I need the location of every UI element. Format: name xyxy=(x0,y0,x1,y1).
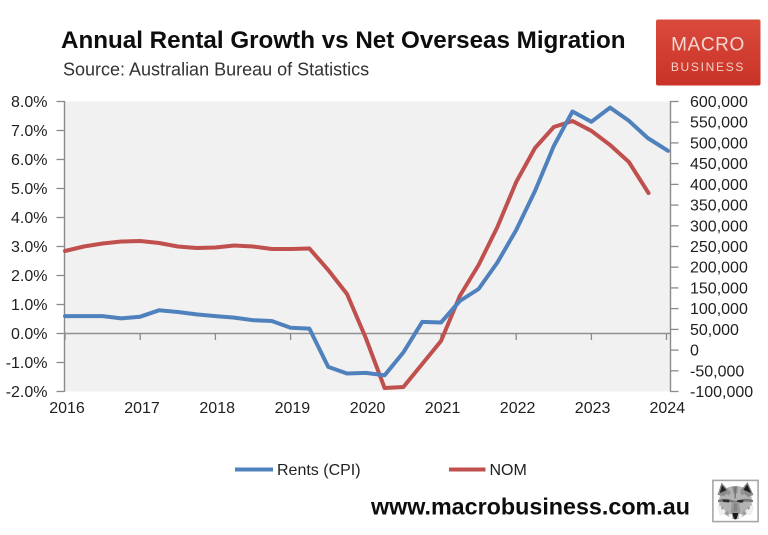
svg-text:-50,000: -50,000 xyxy=(690,363,744,380)
svg-text:1.0%: 1.0% xyxy=(11,297,47,314)
svg-text:100,000: 100,000 xyxy=(690,301,748,318)
svg-text:0: 0 xyxy=(690,343,699,360)
svg-text:5.0%: 5.0% xyxy=(11,181,47,198)
svg-text:400,000: 400,000 xyxy=(690,177,748,194)
svg-text:2018: 2018 xyxy=(199,400,235,417)
svg-text:2020: 2020 xyxy=(350,400,386,417)
svg-text:50,000: 50,000 xyxy=(690,322,739,339)
svg-text:-100,000: -100,000 xyxy=(690,384,753,401)
svg-text:NOM: NOM xyxy=(490,462,527,479)
svg-text:2024: 2024 xyxy=(650,400,686,417)
svg-text:150,000: 150,000 xyxy=(690,280,748,297)
svg-text:2022: 2022 xyxy=(500,400,536,417)
svg-text:3.0%: 3.0% xyxy=(11,239,47,256)
svg-text:500,000: 500,000 xyxy=(690,135,748,152)
svg-text:450,000: 450,000 xyxy=(690,156,748,173)
svg-text:4.0%: 4.0% xyxy=(11,210,47,227)
svg-text:7.0%: 7.0% xyxy=(11,123,47,140)
svg-text:Annual Rental Growth vs Net Ov: Annual Rental Growth vs Net Overseas Mig… xyxy=(61,27,626,54)
svg-text:2016: 2016 xyxy=(49,400,85,417)
svg-text:2.0%: 2.0% xyxy=(11,268,47,285)
svg-text:550,000: 550,000 xyxy=(690,115,748,132)
svg-text:0.0%: 0.0% xyxy=(11,326,47,343)
svg-text:Rents (CPI): Rents (CPI) xyxy=(277,462,361,479)
svg-text:BUSINESS: BUSINESS xyxy=(671,60,745,74)
svg-text:Source: Australian Bureau of S: Source: Australian Bureau of Statistics xyxy=(63,60,369,80)
svg-text:200,000: 200,000 xyxy=(690,260,748,277)
svg-text:-1.0%: -1.0% xyxy=(6,355,48,372)
svg-text:-2.0%: -2.0% xyxy=(6,384,48,401)
svg-text:600,000: 600,000 xyxy=(690,94,748,111)
svg-text:300,000: 300,000 xyxy=(690,218,748,235)
svg-text:2021: 2021 xyxy=(425,400,461,417)
svg-text:8.0%: 8.0% xyxy=(11,94,47,111)
svg-text:www.macrobusiness.com.au: www.macrobusiness.com.au xyxy=(370,494,690,520)
svg-text:2019: 2019 xyxy=(275,400,311,417)
svg-text:6.0%: 6.0% xyxy=(11,152,47,169)
svg-text:2017: 2017 xyxy=(124,400,160,417)
svg-text:2023: 2023 xyxy=(575,400,611,417)
svg-text:250,000: 250,000 xyxy=(690,239,748,256)
svg-text:MACRO: MACRO xyxy=(671,35,745,56)
svg-text:350,000: 350,000 xyxy=(690,198,748,215)
